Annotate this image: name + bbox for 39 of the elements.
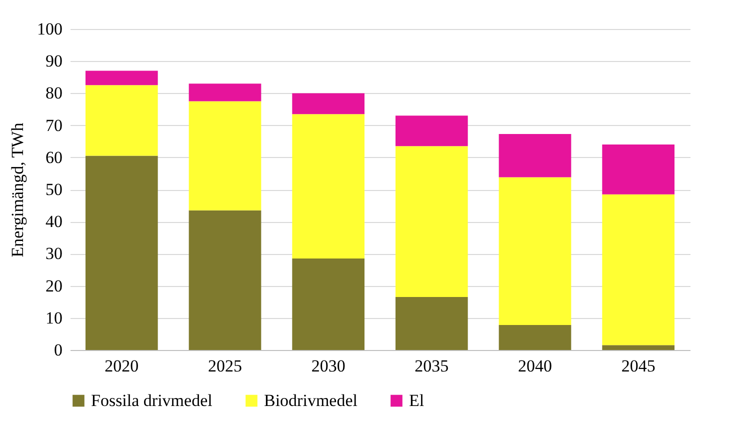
x-tick-label: 2020 xyxy=(104,356,139,376)
bar xyxy=(86,85,158,156)
x-tick-label: 2045 xyxy=(621,356,656,376)
bar xyxy=(396,297,468,350)
y-tick-label: 30 xyxy=(46,244,62,264)
bar xyxy=(396,146,468,298)
x-tick-label: 2035 xyxy=(414,356,449,376)
bar xyxy=(188,84,262,102)
bar xyxy=(498,134,572,178)
bar xyxy=(396,116,468,146)
bar xyxy=(602,194,674,346)
y-tick-label: 70 xyxy=(46,116,62,135)
y-tick-label: 60 xyxy=(46,148,62,167)
bar xyxy=(602,144,674,194)
y-tick-label: 10 xyxy=(46,308,62,328)
legend-label: Biodrivmedel xyxy=(264,390,358,410)
y-tick-label: 20 xyxy=(46,276,62,296)
legend-label: El xyxy=(409,390,424,410)
bar xyxy=(292,258,364,350)
y-tick-label: 0 xyxy=(54,340,62,360)
y-tick-label: 90 xyxy=(46,52,62,71)
y-axis-title: Energimängd, TWh xyxy=(8,122,27,258)
bar xyxy=(188,101,262,210)
bar xyxy=(292,114,364,259)
bar xyxy=(602,345,674,350)
y-tick-label: 40 xyxy=(46,212,62,232)
bar xyxy=(86,70,158,86)
bar xyxy=(86,156,158,350)
y-tick-label: 100 xyxy=(37,20,62,38)
x-tick-label: 2040 xyxy=(518,356,552,376)
legend-label: Fossila drivmedel xyxy=(91,390,213,410)
bar xyxy=(498,177,572,325)
bar xyxy=(498,324,572,350)
bar xyxy=(188,210,262,350)
bar xyxy=(292,93,364,114)
y-tick-label: 80 xyxy=(46,84,62,103)
y-tick-label: 50 xyxy=(46,180,62,199)
x-tick-label: 2025 xyxy=(208,356,242,376)
x-tick-label: 2030 xyxy=(311,356,346,376)
